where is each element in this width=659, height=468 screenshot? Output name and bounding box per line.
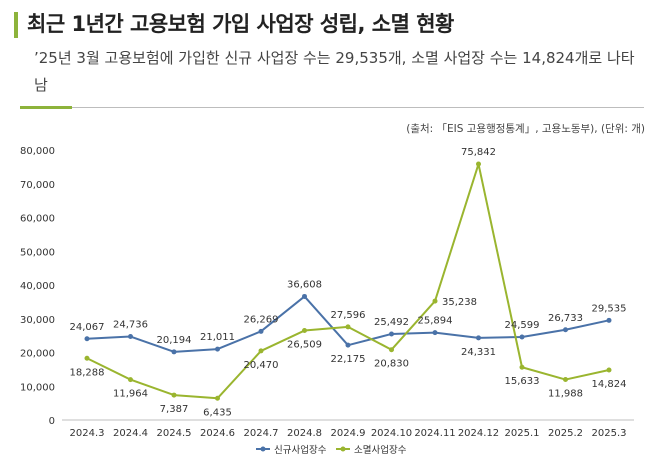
data-point <box>171 349 177 355</box>
x-tick-label: 2024.11 <box>414 428 455 439</box>
data-label: 22,175 <box>331 354 366 365</box>
x-tick-label: 2025.2 <box>548 428 583 439</box>
x-tick-label: 2025.1 <box>505 428 540 439</box>
data-label: 6,435 <box>203 407 232 418</box>
x-tick-label: 2024.8 <box>287 428 322 439</box>
line-chart: 0 10,000 20,000 30,000 40,000 50,000 60,000 70,… <box>20 146 634 456</box>
x-tick-label: 2024.3 <box>70 428 105 439</box>
data-point <box>215 346 220 352</box>
data-label: 29,535 <box>592 303 627 314</box>
x-tick-label: 2024.12 <box>458 428 499 439</box>
data-point <box>519 364 525 370</box>
source-note: (출처: 「EIS 고용행정통계」, 고용노동부), (단위: 개) <box>406 123 645 135</box>
title-divider <box>72 107 644 108</box>
data-label: 18,288 <box>70 367 105 378</box>
y-tick-label: 0 <box>49 416 55 427</box>
data-point <box>389 347 394 353</box>
y-tick-label: 10,000 <box>20 382 55 393</box>
data-point <box>258 328 264 334</box>
data-label: 11,988 <box>548 389 583 400</box>
x-tick-label: 2024.6 <box>200 428 235 439</box>
page-subtitle: ’25년 3월 고용보험에 가입한 신규 사업장 수는 29,535개, 소멸 … <box>34 49 635 94</box>
x-tick-label: 2024.5 <box>157 428 192 439</box>
data-label: 24,599 <box>505 320 540 331</box>
data-point <box>345 324 351 330</box>
data-point <box>84 355 90 361</box>
y-tick-label: 30,000 <box>20 315 55 326</box>
data-point <box>215 395 220 401</box>
data-point <box>302 293 307 299</box>
x-tick-label: 2024.4 <box>113 428 148 439</box>
data-point <box>432 298 438 304</box>
data-point <box>258 348 264 354</box>
data-point <box>432 330 438 336</box>
data-label: 21,011 <box>200 332 235 343</box>
legend-label: 신규사업장수 <box>274 444 327 456</box>
data-point <box>302 328 307 334</box>
x-tick-label: 2024.10 <box>371 428 412 439</box>
data-point <box>171 392 177 398</box>
data-label: 26,509 <box>287 340 322 351</box>
data-label: 26,269 <box>244 314 279 325</box>
y-tick-label: 80,000 <box>20 146 55 157</box>
legend-marker <box>340 446 346 452</box>
data-point <box>519 334 525 340</box>
y-tick-label: 20,000 <box>20 349 55 360</box>
data-label: 27,596 <box>331 310 366 321</box>
x-tick-label: 2024.9 <box>331 428 366 439</box>
page-title: 최근 1년간 고용보험 가입 사업장 성립, 소멸 현황 <box>27 12 454 36</box>
data-point <box>563 377 568 383</box>
title-divider-accent <box>20 106 72 109</box>
data-point <box>128 334 133 340</box>
data-point <box>606 367 612 373</box>
data-label: 20,470 <box>244 360 279 371</box>
data-label: 20,830 <box>374 359 409 370</box>
x-tick-label: 2024.7 <box>244 428 279 439</box>
title-accent-bar <box>14 12 18 38</box>
data-point <box>345 342 351 348</box>
data-label: 36,608 <box>287 279 322 290</box>
y-tick-label: 40,000 <box>20 281 55 292</box>
data-label: 35,238 <box>442 297 477 308</box>
data-point <box>476 335 481 341</box>
data-label: 11,964 <box>113 389 148 400</box>
data-point <box>84 336 90 342</box>
y-tick-label: 70,000 <box>20 180 55 191</box>
data-label: 75,842 <box>461 147 496 158</box>
legend-label: 소멸사업장수 <box>354 444 407 456</box>
data-point <box>563 327 568 333</box>
data-label: 25,492 <box>374 317 409 328</box>
data-label: 20,194 <box>157 335 192 346</box>
data-label: 14,824 <box>592 379 627 390</box>
x-tick-label: 2025.3 <box>592 428 627 439</box>
data-point <box>606 317 612 323</box>
y-tick-label: 60,000 <box>20 214 55 225</box>
data-label: 15,633 <box>505 376 540 387</box>
data-point <box>128 377 133 383</box>
data-label: 26,733 <box>548 313 583 324</box>
data-label: 24,331 <box>461 347 496 358</box>
data-label: 25,894 <box>418 316 453 327</box>
y-tick-label: 50,000 <box>20 247 55 258</box>
data-point <box>476 161 481 167</box>
data-label: 24,736 <box>113 320 148 331</box>
legend-marker <box>260 446 266 452</box>
data-label: 24,067 <box>70 322 105 333</box>
data-label: 7,387 <box>160 404 189 415</box>
data-point <box>389 331 394 337</box>
